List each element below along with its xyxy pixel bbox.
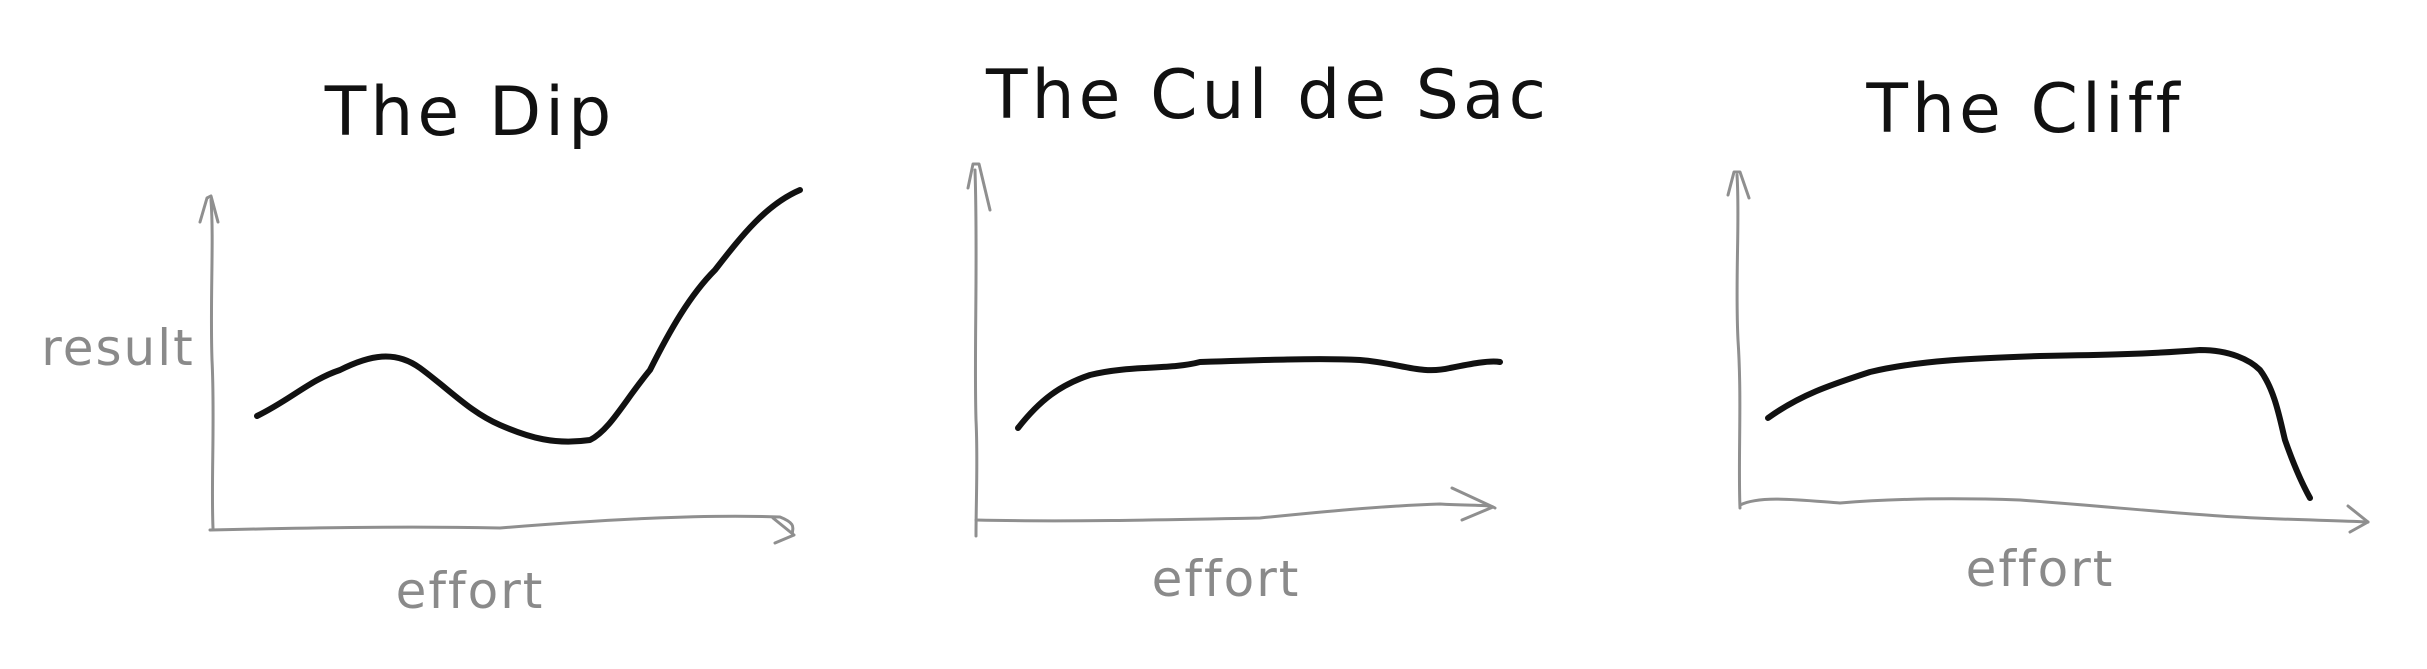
dip-x-axis — [208, 514, 796, 545]
dip-x-axis-label: effort — [396, 562, 545, 620]
cliff-y-axis — [1726, 170, 1751, 510]
cul-de-sac-y-axis — [966, 162, 992, 538]
panel-the-cliff: The Cliff effort — [1726, 70, 2370, 598]
cliff-curve — [1765, 347, 2313, 501]
cul-de-sac-curve — [1015, 356, 1503, 431]
panel-title-the-cul-de-sac: The Cul de Sac — [985, 56, 1550, 135]
panel-title-the-cliff: The Cliff — [1865, 70, 2183, 149]
dip-curve — [254, 187, 803, 445]
dip-y-axis-label: result — [41, 319, 194, 377]
panel-title-the-dip: The Dip — [324, 73, 616, 152]
cliff-x-axis-label: effort — [1966, 540, 2115, 598]
cliff-x-axis — [1738, 497, 2370, 534]
panel-the-cul-de-sac: The Cul de Sac effort — [966, 56, 1550, 608]
cul-de-sac-x-axis — [974, 486, 1497, 523]
panel-the-dip: The Dip effort result — [41, 73, 803, 620]
dip-y-axis — [198, 194, 220, 530]
cul-de-sac-x-axis-label: effort — [1152, 550, 1301, 608]
